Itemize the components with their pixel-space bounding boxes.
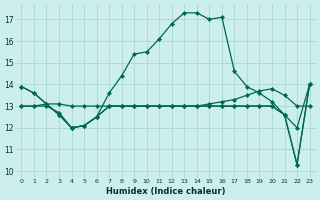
X-axis label: Humidex (Indice chaleur): Humidex (Indice chaleur): [106, 187, 225, 196]
